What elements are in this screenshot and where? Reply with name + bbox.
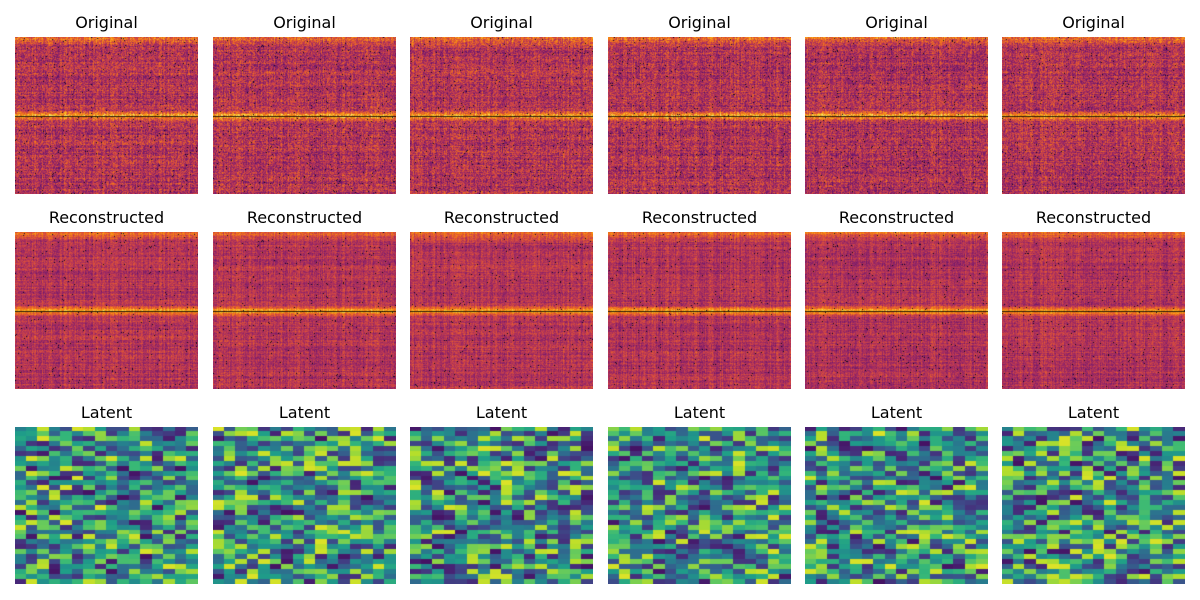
original-image bbox=[608, 37, 791, 194]
original-image bbox=[410, 37, 593, 194]
latent-panel: Latent bbox=[15, 403, 198, 584]
reconstructed-panel: Reconstructed bbox=[15, 208, 198, 389]
latent-title: Latent bbox=[278, 403, 331, 422]
reconstructed-image bbox=[805, 232, 988, 389]
original-panel: Original bbox=[805, 13, 988, 194]
reconstructed-title: Reconstructed bbox=[48, 208, 165, 227]
latent-title: Latent bbox=[80, 403, 133, 422]
original-image bbox=[805, 37, 988, 194]
reconstructed-title: Reconstructed bbox=[641, 208, 758, 227]
original-panel: Original bbox=[15, 13, 198, 194]
original-panel: Original bbox=[213, 13, 396, 194]
latent-title: Latent bbox=[673, 403, 726, 422]
reconstructed-title: Reconstructed bbox=[838, 208, 955, 227]
latent-title: Latent bbox=[870, 403, 923, 422]
reconstructed-image bbox=[410, 232, 593, 389]
original-title: Original bbox=[865, 13, 928, 32]
latent-title: Latent bbox=[475, 403, 528, 422]
original-image bbox=[15, 37, 198, 194]
latent-panel: Latent bbox=[213, 403, 396, 584]
reconstructed-panel: Reconstructed bbox=[608, 208, 791, 389]
latent-image bbox=[213, 427, 396, 584]
latent-image bbox=[608, 427, 791, 584]
reconstructed-title: Reconstructed bbox=[1035, 208, 1152, 227]
latent-title: Latent bbox=[1067, 403, 1120, 422]
latent-panel: Latent bbox=[410, 403, 593, 584]
latent-image bbox=[410, 427, 593, 584]
original-panel: Original bbox=[608, 13, 791, 194]
original-panel: Original bbox=[1002, 13, 1185, 194]
reconstructed-panel: Reconstructed bbox=[805, 208, 988, 389]
latent-panel: Latent bbox=[1002, 403, 1185, 584]
original-title: Original bbox=[1062, 13, 1125, 32]
reconstructed-image bbox=[213, 232, 396, 389]
reconstructed-title: Reconstructed bbox=[246, 208, 363, 227]
latent-image bbox=[805, 427, 988, 584]
reconstructed-title: Reconstructed bbox=[443, 208, 560, 227]
reconstructed-panel: Reconstructed bbox=[410, 208, 593, 389]
reconstructed-image bbox=[15, 232, 198, 389]
original-title: Original bbox=[273, 13, 336, 32]
original-panel: Original bbox=[410, 13, 593, 194]
reconstructed-panel: Reconstructed bbox=[213, 208, 396, 389]
latent-image bbox=[15, 427, 198, 584]
latent-panel: Latent bbox=[805, 403, 988, 584]
latent-panel: Latent bbox=[608, 403, 791, 584]
original-image bbox=[1002, 37, 1185, 194]
original-title: Original bbox=[470, 13, 533, 32]
reconstructed-panel: Reconstructed bbox=[1002, 208, 1185, 389]
original-image bbox=[213, 37, 396, 194]
original-title: Original bbox=[75, 13, 138, 32]
reconstructed-image bbox=[1002, 232, 1185, 389]
reconstructed-image bbox=[608, 232, 791, 389]
original-title: Original bbox=[668, 13, 731, 32]
latent-image bbox=[1002, 427, 1185, 584]
